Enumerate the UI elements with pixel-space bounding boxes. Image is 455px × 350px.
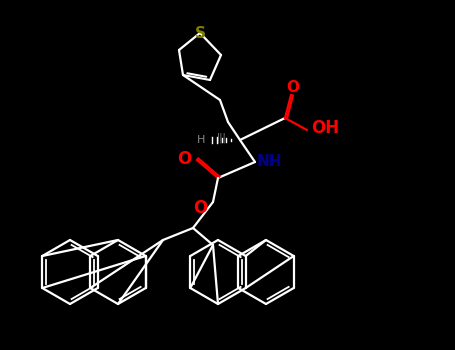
Text: O: O [287, 80, 299, 96]
Text: O: O [193, 199, 207, 217]
Text: H: H [197, 135, 205, 145]
Text: |||: ||| [217, 133, 227, 143]
Text: S: S [194, 26, 206, 41]
Text: O: O [177, 150, 191, 168]
Text: OH: OH [311, 119, 339, 137]
Text: NH: NH [256, 154, 282, 169]
